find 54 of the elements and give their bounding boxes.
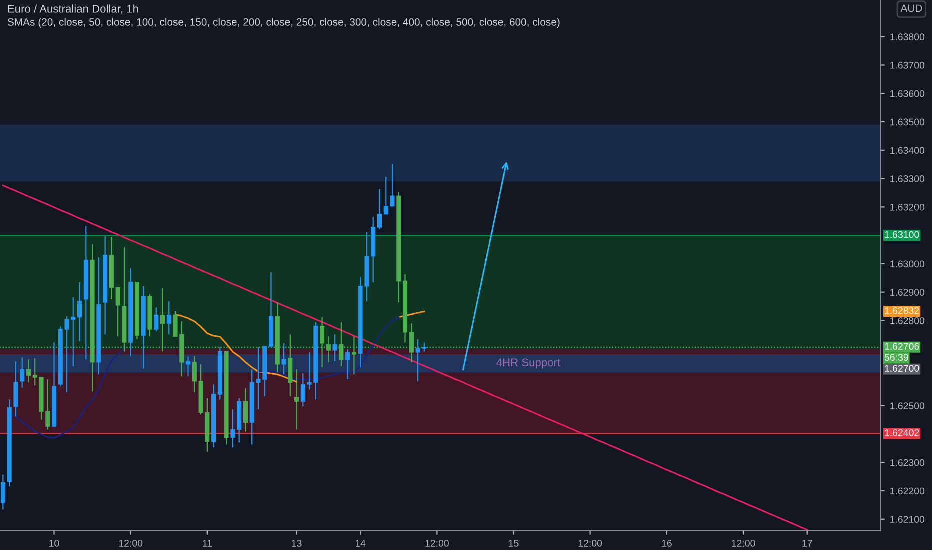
candlestick (294, 368, 300, 430)
x-tick-label: 14 (356, 540, 366, 547)
candlestick (116, 286, 120, 338)
candlestick (78, 282, 82, 342)
text: AUD (900, 4, 922, 12)
y-tick-label: 1.62300 (890, 459, 925, 466)
candlestick (346, 348, 350, 380)
x-tick-label: 10 (50, 540, 60, 547)
x-tick-label: 13 (292, 540, 302, 547)
candlestick (46, 378, 50, 430)
y-tick-label: 1.62200 (890, 488, 925, 495)
candlestick (154, 306, 159, 332)
candlestick (230, 409, 236, 448)
y-tick-label: 1.63000 (890, 260, 925, 268)
candlestick (26, 359, 31, 384)
candlestick (282, 342, 286, 376)
candlestick (0, 474, 6, 510)
ref-line-label: 1.62706 (885, 343, 920, 350)
band-label: 4HR Support (496, 358, 560, 369)
annotation: SMAs (20, close, 50, close, 100, close, 150, close, 200, close, 250, close, 300, close, 400, close, 500, close, 600, close) (8, 18, 560, 28)
y-tick-label: 1.63800 (890, 34, 925, 41)
line-series (2, 184, 808, 531)
x-tick-label: 11 (203, 540, 212, 547)
candlestick (332, 334, 338, 362)
x-tick-label: 17 (802, 540, 812, 547)
ref-line-label: 1.63100 (885, 231, 920, 238)
candlestick (186, 356, 191, 378)
candlestick (192, 356, 197, 394)
ref-line-label: 1.62402 (885, 429, 920, 436)
y-tick-label: 1.63600 (890, 90, 925, 98)
y-tick-label: 1.62900 (890, 289, 925, 296)
x-tick-label: 12:00 (426, 540, 449, 547)
x-tick-label: 12:00 (119, 540, 143, 547)
y-tick-label: 1.63300 (890, 176, 925, 182)
y-tick-label: 1.62500 (890, 402, 925, 410)
x-tick-label: 15 (509, 540, 519, 547)
candlestick (243, 388, 248, 432)
y-tick-label: 1.63200 (890, 204, 925, 211)
x-tick-label: 12:00 (578, 540, 602, 547)
x-tick-label: 12:00 (732, 540, 756, 547)
text: 1.62832 (885, 307, 920, 314)
candlestick (300, 372, 306, 408)
y-tick-label: 1.63500 (890, 118, 925, 126)
x-tick-label: 16 (662, 540, 672, 547)
text: 56:39 (884, 354, 908, 362)
y-tick-label: 1.62800 (890, 317, 925, 324)
y-tick-label: 1.63400 (890, 147, 925, 154)
y-tick-label: 1.63700 (890, 62, 925, 69)
candlestick (377, 188, 382, 230)
candlestick (166, 300, 172, 336)
chart-title: Euro / Australian Dollar, 1h (8, 4, 138, 14)
y-tick-label: 1.62100 (890, 516, 925, 524)
text: 1.62700 (885, 365, 920, 372)
candlestick (20, 357, 25, 388)
